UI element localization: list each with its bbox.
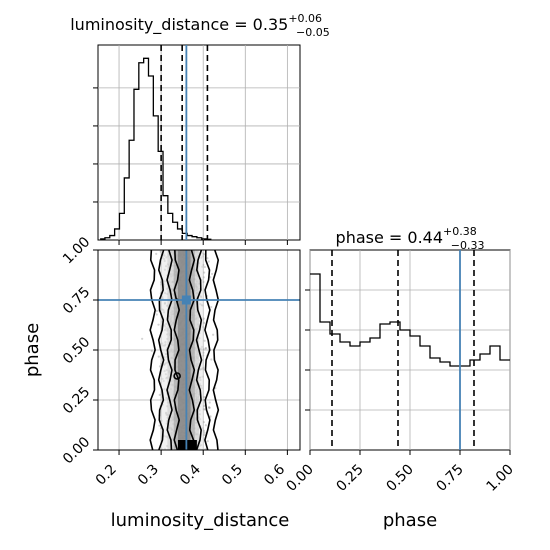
hist-phase-xtick-label: 0.75: [433, 462, 466, 495]
scatter-point: [155, 252, 158, 255]
x-axis-label-luminosity: luminosity_distance: [111, 510, 290, 531]
scatter-point: [208, 406, 211, 409]
scatter-point: [158, 424, 161, 427]
scatter-point: [206, 257, 209, 260]
scatter-point: [209, 276, 212, 279]
scatter-point: [204, 424, 207, 427]
scatter-point: [210, 358, 213, 361]
scatter-point: [207, 405, 211, 409]
scatter-point: [202, 429, 205, 432]
scatter-point: [203, 433, 206, 437]
hist-phase-xtick-label: 0.00: [283, 462, 316, 495]
scatter-point: [207, 260, 210, 263]
scatter-contour-line: [166, 250, 173, 450]
scatter-xtick-label: 0.2: [93, 462, 120, 489]
scatter-point: [208, 401, 211, 404]
scatter-point: [212, 333, 215, 336]
scatter-xtick-label: 0.5: [219, 462, 246, 489]
scatter-point: [210, 272, 214, 276]
scatter-panel: 0.2 0.3 0.4 0.5 0.6 0.000.250.500.751.00: [60, 234, 301, 489]
scatter-contour-line: [212, 250, 220, 450]
scatter-point: [203, 271, 206, 274]
scatter-contour-line: [173, 250, 181, 450]
scatter-point: [155, 309, 158, 313]
scatter-contour-line: [204, 250, 211, 450]
hist-phase-xtick-label: 1.00: [483, 462, 516, 495]
scatter-point: [150, 349, 153, 353]
hist-luminosity-title: luminosity_distance = 0.35+0.06 −0.05: [70, 12, 330, 39]
scatter-point: [203, 408, 206, 411]
scatter-ytick-label: 0.75: [60, 284, 93, 317]
scatter-point: [157, 323, 160, 326]
scatter-point: [210, 305, 213, 309]
scatter-point: [203, 321, 206, 325]
scatter-xtick-label: 0.3: [135, 462, 162, 489]
scatter-ytick-label: 0.00: [60, 434, 93, 467]
scatter-ytick-label: 0.50: [60, 334, 93, 367]
scatter-point: [202, 405, 206, 408]
scatter-point: [202, 253, 205, 256]
scatter-xtick-label: 0.4: [177, 461, 204, 488]
hist-phase-xtick-label: 0.50: [383, 462, 416, 495]
scatter-contour-line: [195, 250, 203, 450]
scatter-ytick-label: 0.25: [60, 384, 93, 417]
scatter-point: [208, 406, 211, 409]
scatter-contour-island: [173, 372, 181, 380]
scatter-truth-marker: [181, 295, 191, 305]
hist-phase-xtick-label: 0.25: [333, 462, 366, 495]
hist-phase-panel: 0.00 0.25 0.50 0.75 1.00: [283, 249, 517, 495]
scatter-point: [202, 420, 205, 424]
scatter-point: [203, 339, 206, 342]
scatter-point: [155, 313, 158, 316]
scatter-point: [204, 347, 208, 350]
hist-luminosity-frame: [97, 44, 301, 241]
scatter-point: [206, 440, 209, 443]
scatter-ytick-label: 1.00: [60, 234, 93, 267]
scatter-point: [209, 415, 212, 418]
scatter-point: [141, 337, 144, 340]
scatter-point: [204, 347, 207, 350]
hist-phase-steps: [310, 273, 510, 367]
scatter-contour-line: [157, 250, 165, 450]
x-axis-label-phase: phase: [383, 510, 437, 531]
hist-phase-title: phase = 0.44+0.38 −0.33: [336, 225, 485, 252]
scatter-point: [158, 393, 161, 396]
scatter-point: [158, 365, 162, 368]
hist-luminosity-steps: [100, 57, 212, 240]
scatter-point: [157, 355, 160, 358]
y-axis-label-phase: phase: [22, 323, 43, 377]
scatter-point: [203, 431, 206, 434]
scatter-point: [203, 265, 206, 269]
scatter-frame: [97, 249, 301, 451]
scatter-contour-line: [149, 250, 156, 450]
hist-luminosity-panel: [93, 44, 301, 245]
scatter-contour-line: [188, 250, 196, 450]
scatter-density-peak: [177, 440, 197, 450]
scatter-point: [203, 395, 206, 399]
